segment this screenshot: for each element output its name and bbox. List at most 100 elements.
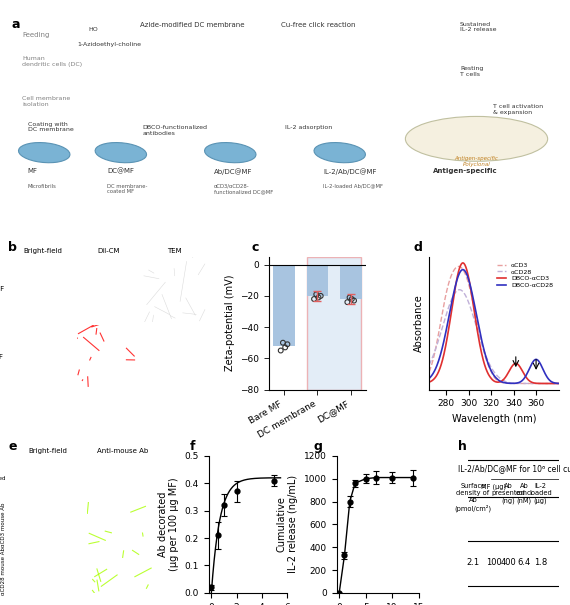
DBCO-αCD28 — [459, 266, 466, 273]
Ellipse shape — [18, 143, 70, 163]
Point — [280, 342, 290, 352]
Legend: αCD3, αCD28, DBCO-αCD3, DBCO-αCD28: αCD3, αCD28, DBCO-αCD3, DBCO-αCD28 — [494, 260, 556, 290]
Text: Human
dendritic cells (DC): Human dendritic cells (DC) — [22, 56, 83, 67]
DBCO-αCD3 — [506, 368, 512, 375]
Text: DC membrane-
coated MF: DC membrane- coated MF — [107, 184, 148, 194]
Text: Anti-mouse Ab: Anti-mouse Ab — [97, 448, 149, 454]
DBCO-αCD3 — [503, 372, 510, 379]
Y-axis label: Zeta-potential (mV): Zeta-potential (mV) — [225, 275, 234, 371]
αCD28 — [555, 380, 562, 387]
αCD3 — [503, 379, 510, 387]
X-axis label: Wavelength (nm): Wavelength (nm) — [451, 414, 536, 424]
Line: αCD28: αCD28 — [429, 290, 559, 384]
DBCO-αCD3 — [503, 373, 510, 380]
Text: IL-2/Ab/DC@MF: IL-2/Ab/DC@MF — [323, 168, 377, 175]
DBCO-αCD28 — [555, 380, 562, 387]
Point — [310, 294, 319, 304]
Text: MF (μg): MF (μg) — [481, 483, 506, 490]
Point — [345, 293, 354, 302]
Ellipse shape — [314, 143, 365, 163]
αCD3 — [555, 380, 562, 387]
Y-axis label: Absorbance: Absorbance — [413, 295, 424, 352]
Text: Undecorated: Undecorated — [0, 476, 6, 480]
αCD28 — [426, 361, 433, 368]
Text: T cell activation
& expansion: T cell activation & expansion — [493, 104, 543, 115]
Text: f: f — [189, 440, 195, 453]
αCD28 — [426, 361, 433, 368]
Text: 2.1: 2.1 — [466, 558, 479, 567]
αCD28 — [503, 378, 510, 385]
Text: DC@MF: DC@MF — [0, 354, 4, 360]
Text: Antigen-specific: Antigen-specific — [433, 168, 498, 174]
DBCO-αCD28 — [503, 379, 510, 387]
DBCO-αCD3 — [459, 260, 466, 267]
αCD28 — [506, 379, 512, 386]
Text: TEM: TEM — [167, 247, 181, 253]
Text: e: e — [9, 440, 17, 453]
αCD28 — [503, 378, 510, 385]
Text: b: b — [7, 241, 17, 254]
Line: DBCO-αCD28: DBCO-αCD28 — [429, 270, 559, 384]
Text: IL-2/Ab/DC@MF for 10⁶ cell culture: IL-2/Ab/DC@MF for 10⁶ cell culture — [458, 464, 570, 473]
Text: Decorated with
αCD3 mouse Ab: Decorated with αCD3 mouse Ab — [0, 502, 6, 547]
Text: Ab/DC@MF: Ab/DC@MF — [214, 168, 253, 175]
Text: Ab
conc.
(nM): Ab conc. (nM) — [515, 483, 533, 504]
DBCO-αCD3 — [543, 380, 550, 387]
αCD28 — [543, 380, 550, 387]
Text: Bright-field: Bright-field — [28, 448, 67, 454]
Bar — [273, 265, 295, 346]
Text: Polyclonal: Polyclonal — [463, 162, 490, 168]
αCD3 — [455, 263, 462, 270]
αCD28 — [535, 380, 542, 387]
Y-axis label: Ab decorated
(μg per 100 μg MF): Ab decorated (μg per 100 μg MF) — [157, 477, 179, 571]
Text: Azide-modified DC membrane: Azide-modified DC membrane — [140, 22, 244, 28]
Line: DBCO-αCD3: DBCO-αCD3 — [429, 263, 559, 384]
DBCO-αCD3 — [426, 379, 433, 386]
Ellipse shape — [95, 143, 146, 163]
Text: Bright-field: Bright-field — [23, 247, 62, 253]
Text: Resting
T cells: Resting T cells — [460, 67, 483, 77]
DBCO-αCD28 — [535, 358, 542, 365]
DBCO-αCD28 — [503, 379, 510, 387]
Text: 400: 400 — [500, 558, 516, 567]
Text: 1.8: 1.8 — [534, 558, 547, 567]
DBCO-αCD28 — [426, 375, 433, 382]
Text: DiI-CM: DiI-CM — [97, 247, 120, 253]
Text: Antigen-specific: Antigen-specific — [455, 155, 498, 160]
αCD3 — [426, 367, 433, 374]
Point — [349, 296, 359, 306]
Text: Coating with
DC membrane: Coating with DC membrane — [28, 122, 74, 132]
Text: 6.4: 6.4 — [518, 558, 531, 567]
Text: Sustained
IL-2 release: Sustained IL-2 release — [460, 22, 496, 33]
Text: Bare MF: Bare MF — [0, 286, 4, 292]
Line: αCD3: αCD3 — [429, 266, 559, 384]
Text: DC@MF: DC@MF — [107, 168, 134, 175]
Text: IL-2-loaded Ab/DC@MF: IL-2-loaded Ab/DC@MF — [323, 184, 383, 189]
Text: c: c — [251, 241, 259, 254]
Point — [314, 293, 323, 302]
DBCO-αCD3 — [426, 378, 433, 385]
Point — [283, 339, 292, 349]
DBCO-αCD3 — [555, 380, 562, 387]
Text: αCD28 mouse Ab: αCD28 mouse Ab — [1, 547, 6, 595]
DBCO-αCD28 — [426, 374, 433, 382]
Text: d: d — [414, 241, 422, 254]
Text: h: h — [458, 440, 466, 453]
Bar — [307, 257, 361, 390]
αCD3 — [535, 380, 542, 387]
Point — [316, 291, 325, 301]
αCD3 — [506, 380, 512, 387]
Text: Surface
density of
Ab
(pmol/cm²): Surface density of Ab (pmol/cm²) — [454, 483, 491, 512]
Text: MF: MF — [28, 168, 38, 174]
Text: HO: HO — [88, 27, 98, 32]
Text: 1-Azidoethyl-choline: 1-Azidoethyl-choline — [77, 42, 141, 47]
Text: IL-2
loaded
(μg): IL-2 loaded (μg) — [529, 483, 552, 504]
Bar — [307, 265, 328, 296]
Text: Microfibrils: Microfibrils — [28, 184, 56, 189]
Point — [347, 294, 356, 304]
Text: Cell membrane
isolation: Cell membrane isolation — [22, 96, 71, 106]
Text: Feeding: Feeding — [22, 32, 50, 38]
DBCO-αCD28 — [543, 373, 550, 381]
Y-axis label: Cumulative
IL-2 release (ng/mL): Cumulative IL-2 release (ng/mL) — [276, 476, 298, 574]
Text: IL-2 adsorption: IL-2 adsorption — [285, 125, 332, 130]
